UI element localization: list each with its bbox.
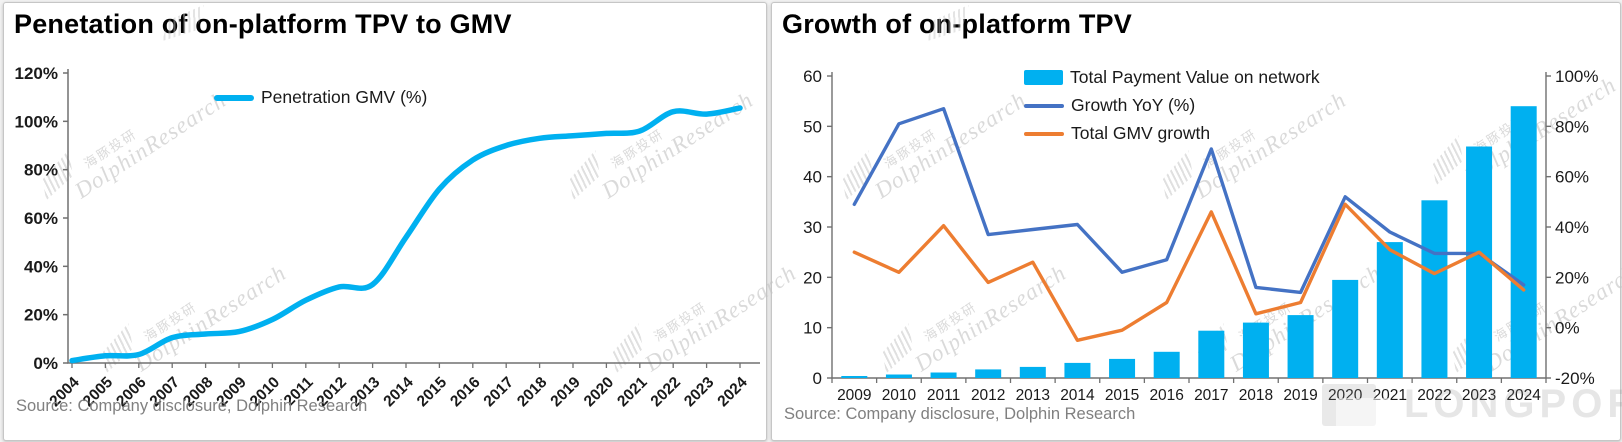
svg-text:2019: 2019 [547,374,584,411]
legend-penetration: Penetration GMV (%) [214,87,427,108]
svg-text:2021: 2021 [614,374,651,411]
svg-text:60%: 60% [1555,168,1589,187]
svg-text:40%: 40% [24,257,58,276]
source-note-left: Source: Company disclosure, Dolphin Rese… [16,397,368,415]
panel-penetration-chart: Penetation of on-platform TPV to GMV 0% 2… [3,2,767,441]
svg-text:0: 0 [813,369,822,388]
svg-text:2022: 2022 [648,374,684,410]
svg-text:2009: 2009 [837,387,871,404]
panel-growth-chart: Growth of on-platform TPV 0 10 20 30 40 50 60 -… [771,2,1621,441]
svg-text:2014: 2014 [1060,387,1095,404]
legend-label: Total GMV growth [1071,123,1211,143]
legend-item-growth-yoy: Growth YoY (%) [1024,95,1320,116]
svg-text:2020: 2020 [581,374,617,410]
svg-text:-20%: -20% [1555,369,1595,388]
svg-text:30: 30 [803,218,822,237]
legend-item-penetration-gmv: Penetration GMV (%) [214,87,427,108]
svg-text:0%: 0% [1555,319,1580,338]
svg-text:2016: 2016 [447,374,484,411]
svg-text:2023: 2023 [1462,387,1496,404]
svg-text:20%: 20% [24,306,58,325]
source-note-right: Source: Company disclosure, Dolphin Rese… [784,405,1136,423]
svg-text:100%: 100% [1555,67,1598,86]
legend-item-tpv: Total Payment Value on network [1024,67,1320,88]
svg-text:40%: 40% [1555,218,1589,237]
svg-text:0%: 0% [33,354,58,373]
svg-text:2016: 2016 [1149,387,1183,404]
svg-text:2021: 2021 [1373,387,1407,404]
svg-text:2014: 2014 [380,374,417,411]
svg-text:80%: 80% [1555,117,1589,136]
legend-line-swatch [1024,131,1064,136]
svg-text:2012: 2012 [971,387,1005,404]
svg-text:2019: 2019 [1283,387,1317,404]
legend-bar-swatch [1024,70,1063,85]
svg-text:2013: 2013 [1016,387,1050,404]
svg-text:60: 60 [803,67,822,86]
chart-title-penetration: Penetation of on-platform TPV to GMV [14,9,512,39]
svg-text:60%: 60% [24,209,58,228]
svg-text:2017: 2017 [481,374,517,410]
svg-text:100%: 100% [15,112,58,131]
svg-text:2024: 2024 [714,374,751,411]
svg-text:10: 10 [803,319,822,338]
svg-text:2015: 2015 [414,374,451,411]
svg-text:2024: 2024 [1506,387,1541,404]
svg-text:40: 40 [803,168,822,187]
legend-item-gmv-growth: Total GMV growth [1024,123,1320,144]
penetration-line-chart: 0%20%40%60%80%100%120%200420052006200720… [15,64,760,411]
chart-title-growth: Growth of on-platform TPV [782,9,1132,39]
legend-growth: Total Payment Value on network Growth Yo… [1024,67,1320,144]
legend-label: Penetration GMV (%) [261,87,428,107]
svg-text:50: 50 [803,117,822,136]
legend-line-swatch [1024,103,1064,108]
svg-text:80%: 80% [24,161,58,180]
svg-text:2015: 2015 [1105,387,1139,404]
svg-text:120%: 120% [15,64,58,83]
svg-text:2018: 2018 [514,374,551,411]
svg-text:2010: 2010 [882,387,917,404]
svg-text:2017: 2017 [1194,387,1228,404]
legend-label: Growth YoY (%) [1071,95,1196,115]
svg-text:2022: 2022 [1417,387,1451,404]
svg-text:20%: 20% [1555,268,1589,287]
svg-text:20: 20 [803,268,822,287]
svg-text:2020: 2020 [1328,387,1363,404]
legend-label: Total Payment Value on network [1070,67,1320,87]
svg-text:2018: 2018 [1239,387,1273,404]
legend-line-swatch [214,94,254,101]
svg-text:2011: 2011 [927,387,960,404]
svg-text:2023: 2023 [681,374,718,411]
